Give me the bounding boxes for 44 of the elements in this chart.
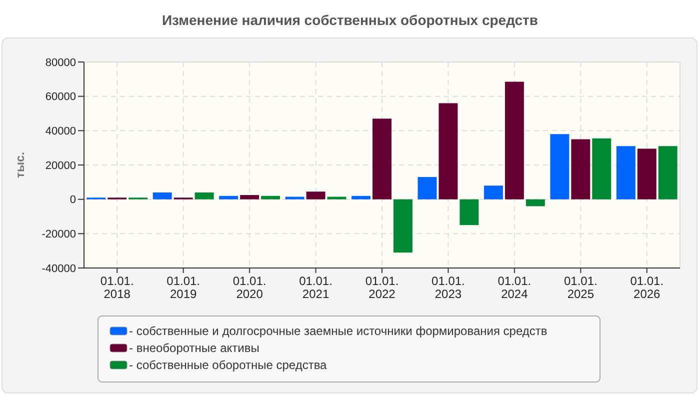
bar [219,196,238,200]
bar [438,103,458,200]
bar [393,199,412,253]
bar [194,192,214,200]
bar [418,177,437,200]
bar [306,192,326,200]
y-tick-label: 40000 [45,126,76,138]
x-tick-label: 01.01. 2019 [166,274,200,301]
bar [372,118,392,200]
legend-label: - собственные оборотные средства [129,358,328,372]
bar [504,82,524,200]
bar [327,196,346,200]
y-axis-title: тыс. [13,152,27,178]
legend-label: - собственные и долгосрочные заемные источники формирования средств [129,324,548,338]
chart-title: Изменение наличия собственных оборотных средств [162,12,538,28]
y-tick-label: 80000 [45,56,76,69]
x-tick-label: 01.01. 2025 [564,274,598,301]
bar [616,146,636,200]
y-tick-label: 60000 [45,91,76,104]
bar [550,134,570,200]
x-tick-label: 01.01. 2018 [100,274,134,301]
bar [637,148,656,200]
x-tick-label: 01.01. 2022 [365,274,399,301]
x-tick-label: 01.01. 2021 [299,274,332,301]
y-tick-label: -20000 [42,228,76,241]
x-tick-label: 01.01. 2026 [630,274,664,301]
y-tick-label: 0 [70,194,76,206]
x-tick-label: 01.01. 2020 [232,274,266,301]
bar [460,199,479,226]
bar [261,196,280,200]
bar [526,199,545,206]
bar [484,186,503,200]
bar [592,138,612,200]
bar [352,196,371,200]
x-tick-label: 01.01. 2024 [498,274,532,301]
x-tick-label: 01.01. 2023 [432,274,465,301]
y-tick-label: -40000 [42,262,76,275]
bar [658,146,678,200]
bar [240,195,260,200]
y-tick-label: 20000 [45,160,76,172]
bar [571,139,590,200]
legend-label: - внеоборотные активы [129,341,260,356]
bar [285,196,304,200]
bar [152,192,172,200]
